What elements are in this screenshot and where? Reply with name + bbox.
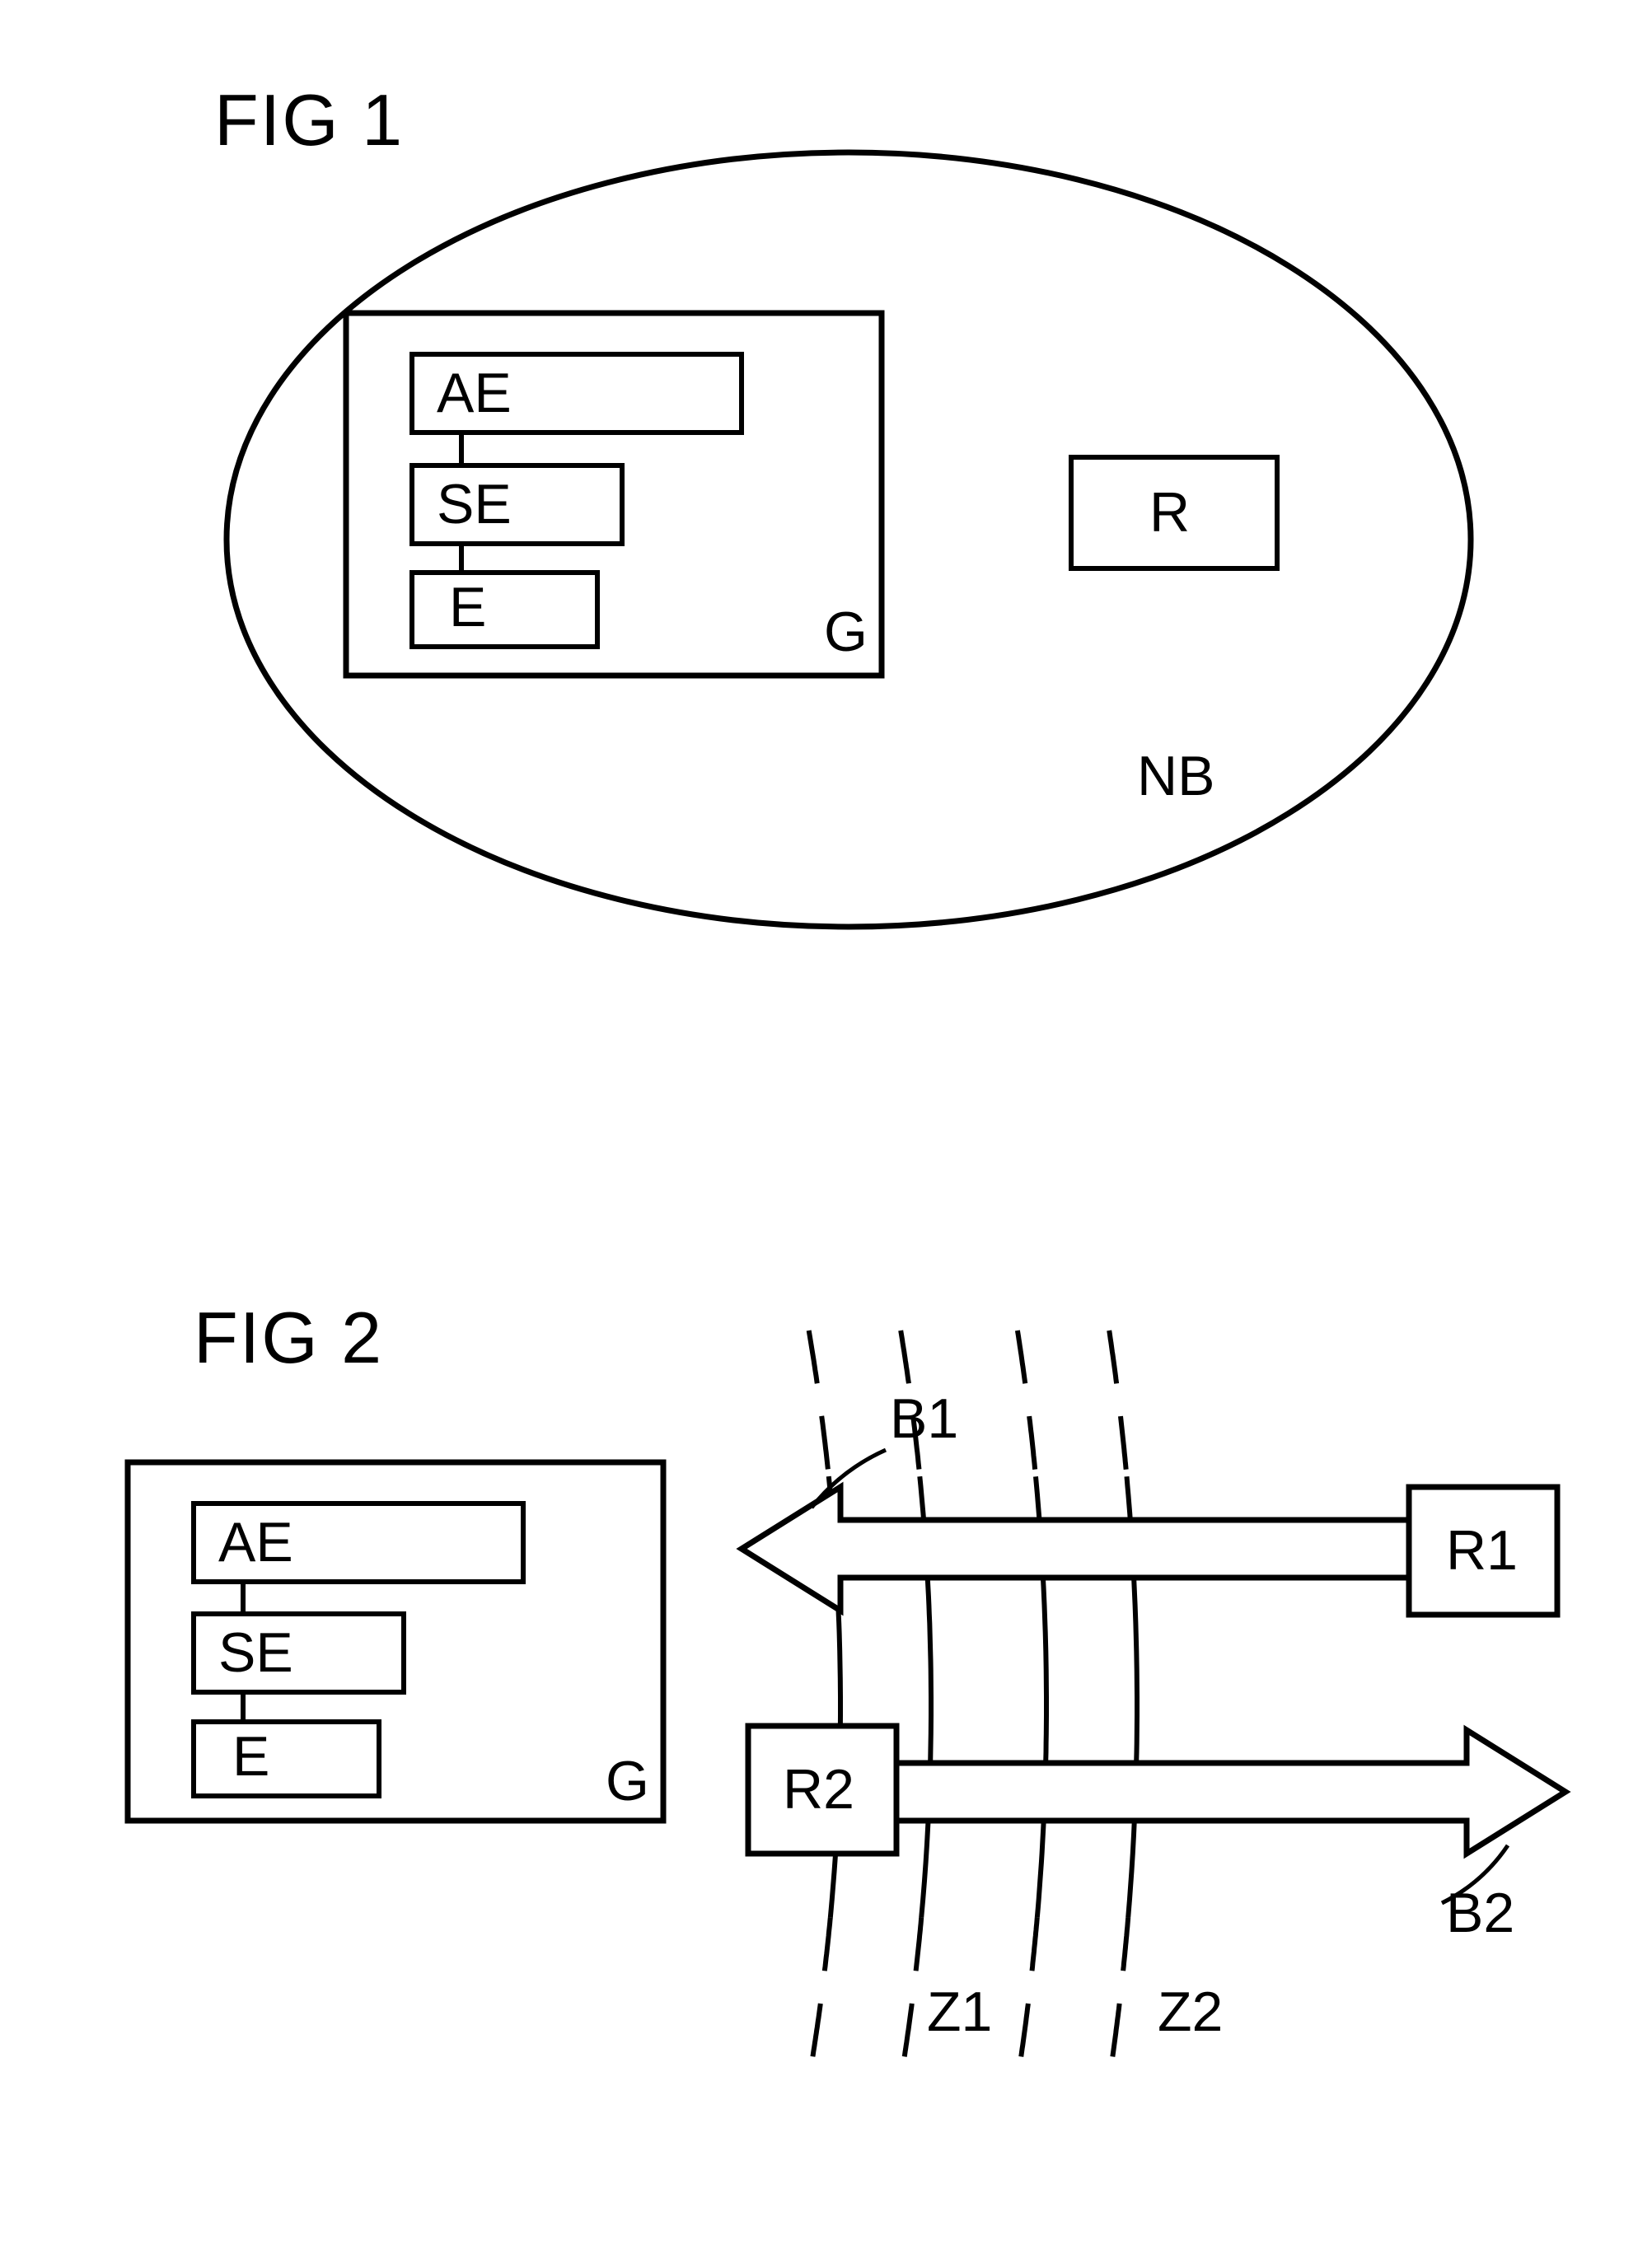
zone-arc-1-bot-dash bbox=[903, 1918, 921, 2064]
fig1-label-G: G bbox=[824, 601, 868, 663]
fig2-box-G bbox=[128, 1462, 663, 1821]
label-B2: B2 bbox=[1446, 1882, 1514, 1944]
fig2-label-E: E bbox=[232, 1725, 269, 1788]
fig1-label-NB: NB bbox=[1137, 745, 1214, 807]
zone-arc-2-bot-dash bbox=[1020, 1918, 1037, 2064]
zone-arc-3-bot-dash bbox=[1111, 1918, 1128, 2065]
fig1-box-E bbox=[412, 573, 597, 647]
fig2-box-E bbox=[194, 1722, 379, 1796]
fig2-label-AE: AE bbox=[218, 1511, 293, 1574]
zone-arc-3-top-dash bbox=[1109, 1330, 1126, 1476]
zone-arc-0-top-dash bbox=[809, 1330, 829, 1476]
label-B1: B1 bbox=[890, 1387, 958, 1450]
label-Z1: Z1 bbox=[927, 1980, 992, 2043]
zone-arc-2-top-dash bbox=[1018, 1330, 1036, 1476]
arrow-B2 bbox=[890, 1730, 1565, 1854]
fig1-label-E: E bbox=[449, 576, 486, 638]
fig2-label-R2: R2 bbox=[783, 1758, 854, 1821]
fig2-label-R1: R1 bbox=[1446, 1519, 1518, 1582]
arrow-B1 bbox=[742, 1487, 1417, 1611]
fig1-label-AE: AE bbox=[437, 362, 512, 424]
zone-arc-0-bot-dash bbox=[812, 1918, 831, 2064]
fig1-box-G bbox=[346, 313, 882, 676]
fig2-label-G: G bbox=[606, 1750, 649, 1812]
fig1-label-SE: SE bbox=[437, 473, 512, 535]
diagram-canvas: G AE SE E R NB G AE SE E R1 R2 B1 B2 Z1 Z2 bbox=[0, 0, 1652, 2254]
fig1-label-R: R bbox=[1149, 481, 1190, 544]
label-Z2: Z2 bbox=[1158, 1980, 1223, 2043]
fig2-label-SE: SE bbox=[218, 1621, 293, 1684]
